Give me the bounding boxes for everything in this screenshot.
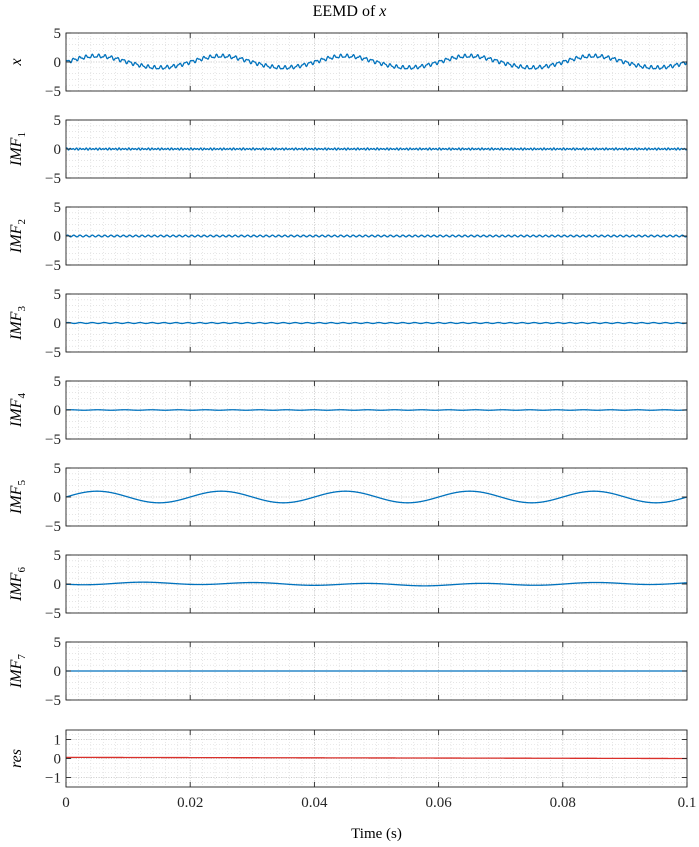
y-tick-label: 5 bbox=[54, 287, 62, 303]
y-axis-label-text: x bbox=[8, 58, 25, 66]
x-tick-label: 0 bbox=[62, 795, 70, 811]
y-tick-label: −5 bbox=[45, 693, 61, 709]
series-line-imf6 bbox=[65, 581, 688, 587]
x-tick-label: 0.08 bbox=[550, 795, 576, 811]
x-tick-label: 0.04 bbox=[301, 795, 328, 811]
y-tick-label: 1 bbox=[54, 733, 62, 749]
y-axis-label: IMF4 bbox=[8, 393, 28, 428]
y-tick-label: −5 bbox=[45, 606, 61, 622]
x-tick-label: 0.02 bbox=[177, 795, 203, 811]
y-axis-label: IMF2 bbox=[8, 219, 28, 254]
y-tick-label: −5 bbox=[45, 519, 61, 535]
y-axis-label-subscript: 1 bbox=[16, 132, 28, 138]
panel-imf3: 5 0 −5 IMF3 bbox=[8, 287, 688, 361]
y-axis-label-text: IMF bbox=[8, 311, 25, 341]
y-axis-label: IMF5 bbox=[8, 480, 28, 515]
y-tick-label: −5 bbox=[45, 258, 61, 274]
y-tick-label: −5 bbox=[45, 171, 61, 187]
series-line-imf3 bbox=[65, 321, 688, 325]
y-axis-label-text: IMF bbox=[8, 224, 25, 254]
y-axis-label-subscript: 7 bbox=[16, 654, 28, 660]
y-axis-label-subscript: 2 bbox=[16, 219, 28, 225]
y-tick-label: 0 bbox=[54, 577, 62, 593]
y-axis-label-subscript: 4 bbox=[16, 393, 28, 399]
y-tick-label: −5 bbox=[45, 345, 61, 361]
y-axis-label: IMF6 bbox=[8, 567, 28, 602]
y-axis-label: res bbox=[8, 749, 25, 768]
y-tick-label: 0 bbox=[54, 142, 62, 158]
y-axis-label: x bbox=[8, 58, 25, 66]
panel-imf6: 5 0 −5 IMF6 bbox=[8, 548, 688, 622]
y-axis-label-text: IMF bbox=[8, 398, 25, 428]
series-line-imf2 bbox=[65, 234, 688, 238]
y-tick-label: 0 bbox=[54, 316, 62, 332]
y-axis-label: IMF3 bbox=[8, 306, 28, 341]
y-axis-label-text: res bbox=[8, 749, 25, 768]
y-tick-label: 5 bbox=[54, 26, 62, 42]
y-tick-label: 0 bbox=[54, 490, 62, 506]
panel-imf7: 5 0 −5 IMF7 bbox=[8, 635, 688, 709]
y-axis-label: IMF7 bbox=[8, 654, 28, 689]
x-axis-label: Time (s) bbox=[351, 826, 402, 842]
y-axis-label-text: IMF bbox=[8, 659, 25, 689]
series-line-res bbox=[66, 756, 687, 760]
x-tick-label: 0.06 bbox=[425, 795, 452, 811]
y-tick-label: 0 bbox=[54, 664, 62, 680]
y-tick-label: 5 bbox=[54, 548, 62, 564]
series-line-x bbox=[65, 53, 688, 70]
panel-imf2: 5 0 −5 IMF2 bbox=[8, 200, 688, 274]
series-line-imf5 bbox=[65, 490, 688, 504]
x-tick-label: 0.1 bbox=[678, 795, 697, 811]
y-tick-label: 5 bbox=[54, 374, 62, 390]
panel-imf1: 5 0 −5 IMF1 bbox=[8, 113, 688, 187]
y-tick-label: 5 bbox=[54, 635, 62, 651]
y-axis-label-text: IMF bbox=[8, 485, 25, 515]
y-axis-label-text: IMF bbox=[8, 572, 25, 602]
panel-imf4: 5 0 −5 IMF4 bbox=[8, 374, 688, 448]
y-tick-label: 0 bbox=[54, 403, 62, 419]
series-line-imf1 bbox=[65, 147, 688, 151]
y-tick-label: 5 bbox=[54, 113, 62, 129]
y-tick-label: 5 bbox=[54, 200, 62, 216]
y-axis-label-text: IMF bbox=[8, 137, 25, 167]
y-tick-label: 0 bbox=[54, 55, 62, 71]
y-tick-label: −5 bbox=[45, 432, 61, 448]
y-tick-label: 5 bbox=[54, 461, 62, 477]
y-axis-label-subscript: 3 bbox=[16, 306, 28, 312]
y-tick-label: −5 bbox=[45, 84, 61, 100]
y-tick-label: −1 bbox=[45, 771, 61, 787]
y-tick-label: 0 bbox=[54, 752, 62, 768]
y-tick-label: 0 bbox=[54, 229, 62, 245]
y-axis-label: IMF1 bbox=[8, 132, 28, 167]
panel-x: 5 0 −5 x bbox=[8, 26, 688, 100]
y-axis-label-subscript: 6 bbox=[16, 567, 28, 573]
y-axis-label-subscript: 5 bbox=[16, 480, 28, 486]
